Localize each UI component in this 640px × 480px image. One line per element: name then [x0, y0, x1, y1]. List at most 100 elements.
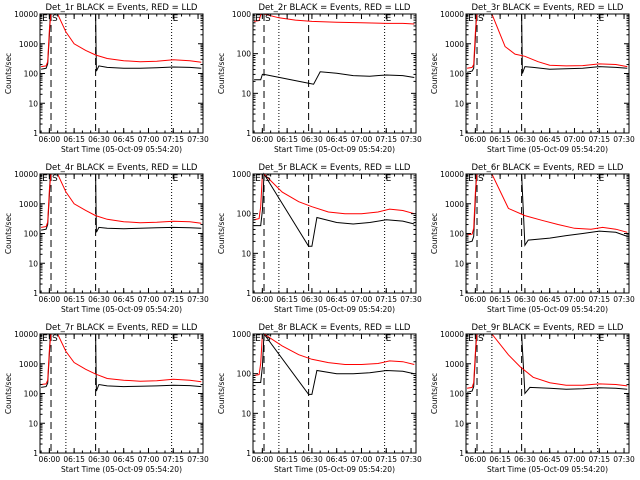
x-tick-label: 06:45	[539, 295, 561, 304]
plot-frame	[39, 13, 204, 134]
annotation-marker: S	[478, 14, 484, 24]
annotation-marker: E	[599, 334, 605, 344]
series-lld-line	[41, 13, 202, 68]
annotation-marker: E	[599, 174, 605, 184]
y-tick-label: 100	[450, 70, 465, 79]
series-lld-line	[467, 13, 628, 69]
y-tick-label: 100	[237, 210, 252, 219]
y-tick-label: 10	[454, 259, 464, 268]
y-tick-label: 10000	[440, 170, 464, 179]
plot-frame	[252, 13, 417, 134]
chart-title: Det_9r BLACK = Events, RED = LLD	[472, 323, 624, 333]
x-tick-label: 07:00	[351, 135, 373, 144]
x-tick-label: 06:00	[252, 135, 274, 144]
x-tick-label: 06:45	[539, 455, 561, 464]
y-axis-label: Counts/sec	[217, 213, 226, 254]
x-tick-label: 06:15	[63, 135, 85, 144]
x-axis-label: Start Time (05-Oct-09 05:54:20)	[61, 145, 182, 154]
y-tick-label: 10	[454, 99, 464, 108]
y-tick-label: 1	[246, 289, 251, 298]
y-axis-label: Counts/sec	[430, 213, 439, 254]
y-tick-label: 10	[28, 99, 38, 108]
x-tick-label: 06:00	[39, 455, 61, 464]
y-axis-label: Counts/sec	[4, 213, 13, 254]
x-tick-label: 07:00	[351, 455, 373, 464]
x-tick-label: 06:00	[252, 455, 274, 464]
annotation-marker: S	[52, 334, 58, 344]
x-tick-label: 06:30	[88, 455, 110, 464]
series-events-line	[466, 173, 628, 247]
x-tick-label: 07:15	[162, 455, 184, 464]
series-lld-line	[254, 13, 415, 25]
x-tick-label: 06:30	[514, 455, 536, 464]
x-tick-label: 07:15	[588, 295, 610, 304]
chart-title: Det_1r BLACK = Events, RED = LLD	[46, 3, 198, 13]
chart-title: Det_8r BLACK = Events, RED = LLD	[259, 323, 411, 333]
x-tick-label: 07:30	[400, 135, 422, 144]
series-lld-line	[41, 173, 202, 228]
x-tick-label: 07:30	[400, 295, 422, 304]
plot-frame	[252, 333, 417, 454]
x-tick-label: 06:15	[276, 455, 298, 464]
x-axis-label: Start Time (05-Oct-09 05:54:20)	[487, 305, 608, 314]
x-tick-label: 06:30	[301, 455, 323, 464]
y-tick-label: 1	[33, 129, 38, 138]
series-events-line	[254, 71, 415, 85]
y-tick-label: 1000	[445, 360, 464, 369]
chart-panel-5: Det_5r BLACK = Events, RED = LLD E S E 1 10 10…	[213, 160, 426, 320]
x-tick-label: 06:45	[113, 455, 135, 464]
y-tick-label: 100	[450, 390, 465, 399]
chart-title: Det_3r BLACK = Events, RED = LLD	[472, 3, 624, 13]
plot-frame	[465, 333, 630, 454]
x-tick-label: 07:30	[613, 455, 635, 464]
x-tick-label: 07:30	[613, 135, 635, 144]
series-events-line	[254, 172, 415, 247]
y-axis-label: Counts/sec	[430, 53, 439, 94]
chart-title: Det_6r BLACK = Events, RED = LLD	[472, 163, 624, 173]
x-tick-label: 06:00	[39, 295, 61, 304]
y-tick-label: 100	[237, 370, 252, 379]
y-tick-label: 1000	[445, 200, 464, 209]
x-tick-label: 06:00	[465, 135, 487, 144]
x-tick-label: 07:00	[138, 135, 160, 144]
x-tick-label: 07:30	[400, 455, 422, 464]
chart-panel-3: Det_3r BLACK = Events, RED = LLD E S E 1 10 10…	[426, 0, 639, 160]
chart-panel-6: Det_6r BLACK = Events, RED = LLD E S E 1 10 10…	[426, 160, 639, 320]
y-tick-label: 100	[24, 70, 39, 79]
annotation-marker: E	[42, 334, 48, 344]
y-axis-label: Counts/sec	[430, 373, 439, 414]
y-tick-label: 1	[33, 449, 38, 458]
chart-title: Det_2r BLACK = Events, RED = LLD	[259, 3, 411, 13]
y-tick-label: 10000	[440, 330, 464, 339]
y-axis-label: Counts/sec	[4, 373, 13, 414]
x-tick-label: 06:45	[113, 135, 135, 144]
x-tick-label: 06:15	[63, 455, 85, 464]
series-lld-line	[41, 333, 202, 385]
y-tick-label: 1	[33, 289, 38, 298]
plot-frame	[465, 173, 630, 294]
x-tick-label: 06:15	[489, 135, 511, 144]
annotation-marker: E	[255, 174, 261, 184]
x-tick-label: 06:00	[252, 295, 274, 304]
annotation-marker: E	[255, 334, 261, 344]
chart-title: Det_5r BLACK = Events, RED = LLD	[259, 163, 411, 173]
x-tick-label: 06:30	[88, 135, 110, 144]
y-tick-label: 10	[454, 419, 464, 428]
x-tick-label: 06:15	[276, 295, 298, 304]
annotation-marker: S	[478, 334, 484, 344]
plot-frame	[465, 13, 630, 134]
y-tick-label: 1000	[232, 10, 251, 19]
y-tick-label: 10	[28, 419, 38, 428]
y-tick-label: 10	[241, 249, 251, 258]
y-tick-label: 1	[246, 129, 251, 138]
annotation-marker: S	[52, 174, 58, 184]
y-tick-label: 1000	[232, 330, 251, 339]
annotation-marker: E	[173, 14, 179, 24]
annotation-marker: S	[52, 14, 58, 24]
y-tick-label: 10000	[440, 10, 464, 19]
x-tick-label: 06:15	[489, 455, 511, 464]
chart-panel-7: Det_7r BLACK = Events, RED = LLD E S E 1 10 10…	[0, 320, 213, 480]
x-tick-label: 06:30	[301, 295, 323, 304]
